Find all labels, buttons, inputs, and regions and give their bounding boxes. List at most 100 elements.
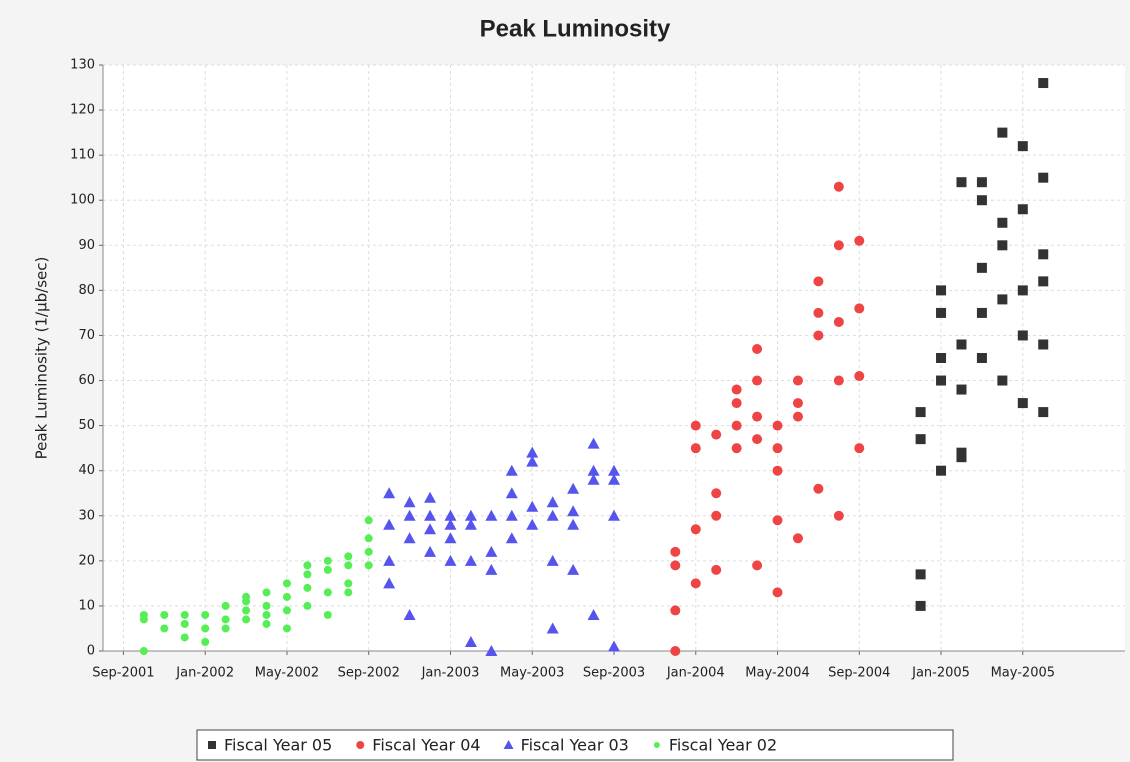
marker [772, 420, 783, 431]
marker [242, 615, 251, 624]
marker [915, 600, 926, 611]
marker [444, 532, 457, 544]
marker [731, 443, 742, 454]
marker [997, 127, 1008, 138]
marker [854, 235, 865, 246]
marker [344, 561, 353, 570]
marker [731, 384, 742, 395]
marker [180, 610, 189, 619]
marker [956, 384, 967, 395]
marker [792, 411, 803, 422]
x-tick-label: Sep-2003 [583, 666, 645, 681]
marker [1038, 249, 1049, 260]
marker [567, 563, 580, 575]
marker [403, 532, 416, 544]
marker [833, 316, 844, 327]
marker [792, 533, 803, 544]
marker [711, 488, 722, 499]
marker [464, 509, 477, 521]
marker [344, 579, 353, 588]
marker [670, 646, 681, 656]
marker [813, 307, 824, 318]
marker [424, 523, 437, 535]
marker [711, 510, 722, 521]
marker [936, 375, 947, 386]
marker [833, 181, 844, 192]
marker [772, 515, 783, 526]
marker [936, 307, 947, 318]
y-tick-label: 80 [78, 283, 95, 298]
marker [160, 624, 169, 633]
marker [139, 647, 148, 655]
marker [160, 610, 169, 619]
marker [792, 375, 803, 386]
y-tick-label: 30 [78, 508, 95, 523]
marker [546, 496, 559, 508]
marker [485, 509, 498, 521]
marker [323, 565, 332, 574]
marker [383, 577, 396, 589]
marker [403, 509, 416, 521]
marker [505, 487, 518, 499]
marker [424, 509, 437, 521]
legend-label: Fiscal Year 02 [669, 736, 777, 755]
marker [323, 556, 332, 565]
marker [1017, 398, 1028, 409]
marker [915, 569, 926, 580]
marker [690, 420, 701, 431]
marker [608, 640, 620, 652]
marker [653, 742, 660, 748]
marker [546, 622, 559, 634]
marker [813, 276, 824, 287]
marker [201, 637, 210, 646]
marker [221, 615, 230, 624]
marker [282, 592, 291, 601]
y-tick-label: 20 [78, 553, 95, 568]
marker [670, 605, 681, 616]
marker [813, 483, 824, 494]
marker [1038, 339, 1049, 350]
marker [464, 635, 477, 647]
x-tick-label: Jan-2002 [175, 666, 234, 681]
marker [813, 330, 824, 341]
marker [772, 443, 783, 454]
marker [997, 217, 1008, 228]
marker [1017, 330, 1028, 341]
marker [915, 407, 926, 418]
marker [464, 554, 477, 566]
marker [242, 606, 251, 615]
marker [282, 606, 291, 615]
marker [1038, 172, 1049, 183]
marker [180, 633, 189, 642]
y-axis-label: Peak Luminosity (1/µb/sec) [33, 257, 51, 460]
y-tick-label: 70 [78, 328, 95, 343]
marker [201, 610, 210, 619]
marker [303, 583, 312, 592]
marker [464, 518, 477, 530]
marker [1038, 78, 1049, 89]
marker [526, 518, 539, 530]
marker [303, 601, 312, 610]
y-tick-label: 130 [70, 58, 95, 73]
y-tick-label: 100 [70, 193, 95, 208]
marker [1017, 141, 1028, 152]
y-tick-label: 120 [70, 103, 95, 118]
marker [956, 339, 967, 350]
marker [976, 195, 987, 206]
marker [1017, 285, 1028, 296]
marker [444, 509, 457, 521]
marker [364, 561, 373, 570]
marker [772, 587, 783, 598]
marker [282, 579, 291, 588]
x-tick-label: Sep-2001 [92, 666, 154, 681]
x-tick-label: Jan-2003 [421, 666, 480, 681]
marker [752, 343, 763, 354]
marker [567, 505, 580, 517]
marker [690, 524, 701, 535]
marker [139, 610, 148, 619]
marker [485, 563, 498, 575]
x-tick-label: May-2003 [500, 666, 564, 681]
legend-label: Fiscal Year 04 [372, 736, 480, 755]
marker [424, 491, 437, 503]
